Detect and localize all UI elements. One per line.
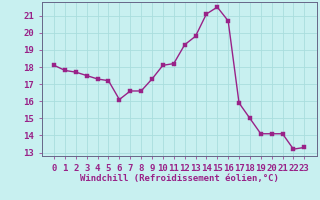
X-axis label: Windchill (Refroidissement éolien,°C): Windchill (Refroidissement éolien,°C) — [80, 174, 279, 183]
